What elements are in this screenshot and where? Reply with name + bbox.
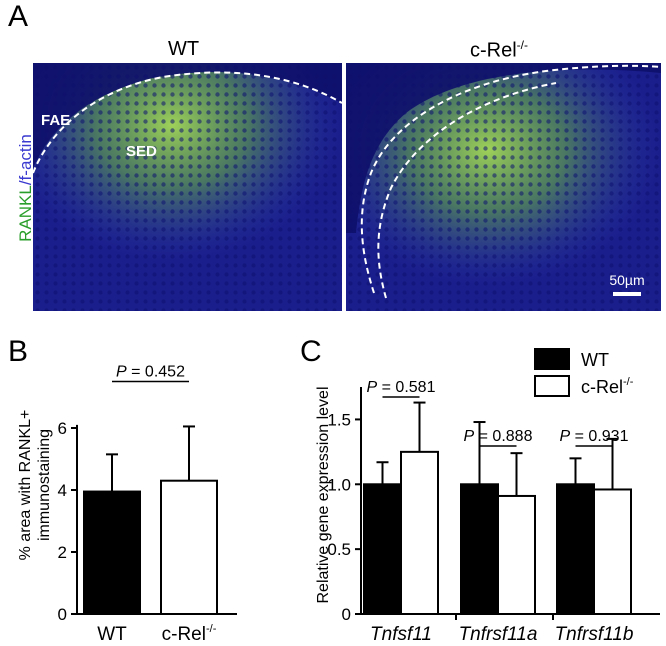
x-tick-label-b: c-Rel-/- (162, 623, 217, 645)
micrograph-wt-image: FAE SED (33, 63, 342, 311)
x-tick-label-c: Tnfrsf11b (555, 624, 634, 645)
y-tick-label-c: 0.5 (327, 540, 351, 559)
scalebar (613, 292, 641, 296)
panel-c-letter: C (300, 335, 322, 368)
micrograph-title-wt: WT (168, 38, 200, 60)
y-tick-label-b: 0 (58, 605, 67, 624)
legend-swatch-c (534, 348, 570, 370)
fae-label: FAE (41, 112, 70, 129)
micrograph-crel-image: 50µm (346, 63, 661, 311)
y-tick-label-c: 1.0 (327, 475, 351, 494)
micrograph-crel: 50µm (346, 63, 661, 311)
y-tick-label-b: 6 (58, 419, 67, 438)
p-value-c: P = 0.888 (464, 428, 533, 445)
y-tick-label-c: 0 (342, 605, 351, 624)
bar-c (556, 483, 595, 615)
x-tick-label-c: Tnfrsf11a (459, 624, 538, 645)
micrograph-wt: FAE SED (33, 63, 342, 311)
y-tick-label-b: 2 (58, 543, 67, 562)
legend-label-c: WT (581, 350, 609, 370)
scalebar-label: 50µm (609, 272, 644, 288)
bar-c (363, 483, 402, 615)
bar-c (593, 488, 632, 615)
x-tick-label-b: WT (97, 624, 127, 645)
y-axis-label-b: % area with RANKL+ immunostaining (17, 410, 53, 561)
y-tick-label-b: 4 (58, 481, 67, 500)
sed-label: SED (126, 143, 157, 160)
legend-swatch-c (534, 375, 570, 397)
bar-b (83, 490, 141, 615)
bar-c (497, 494, 536, 615)
bar-c (460, 483, 499, 615)
x-tick-label-c: Tnfsf11 (370, 624, 432, 645)
panel-a-letter: A (8, 0, 29, 33)
chart-b: 0 2 4 6 WT c-Rel-/- P = 0.452 % area with RANKL… (17, 364, 237, 645)
y-tick-label-c: 1.5 (327, 410, 351, 429)
panel-b-letter: B (8, 335, 29, 368)
p-value-b: P = 0.452 (116, 364, 185, 381)
p-value-c: P = 0.931 (560, 428, 629, 445)
bar-b (160, 479, 218, 616)
p-value-c: P = 0.581 (367, 379, 436, 396)
y-axis-label-c: Relative gene expression level (315, 386, 332, 603)
micrograph-title-crel: c-Rel-/- (470, 38, 528, 62)
legend-label-c: c-Rel-/- (581, 376, 634, 397)
bar-c (400, 450, 439, 615)
